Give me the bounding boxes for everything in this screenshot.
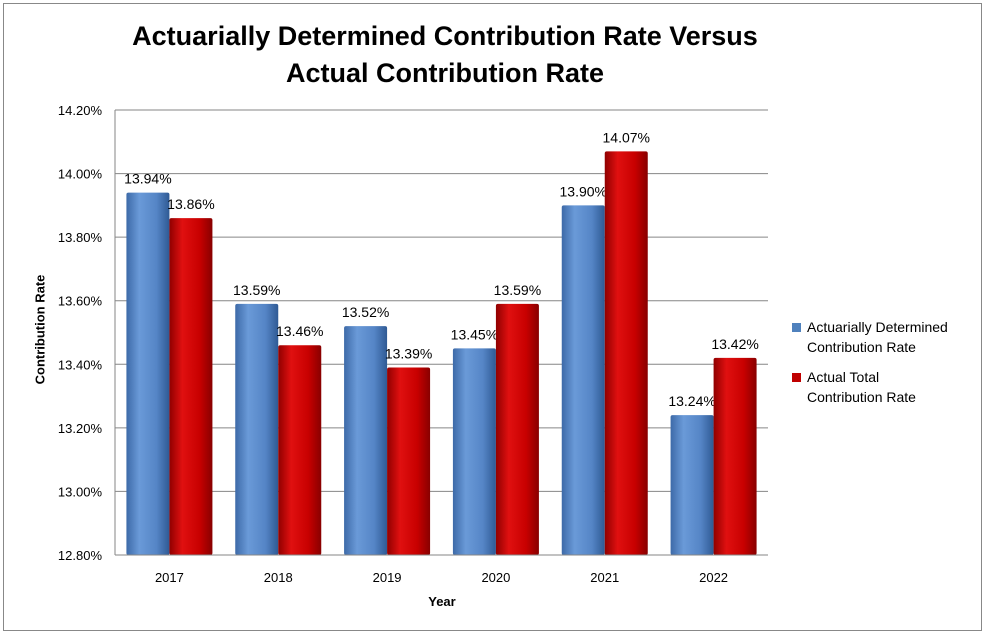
y-tick-label: 13.80% [58,230,103,245]
legend-label: Actuarially Determined [807,319,948,335]
bar-actual [278,345,322,555]
data-label: 13.24% [668,393,715,409]
data-label: 13.46% [276,323,323,339]
y-tick-label: 13.00% [58,484,103,499]
data-label: 13.94% [124,171,171,187]
x-tick-label: 2022 [699,570,728,585]
x-tick-label: 2019 [373,570,402,585]
bar-actual [713,357,757,555]
x-tick-label: 2020 [481,570,510,585]
legend-label: Contribution Rate [807,339,916,355]
bar-actuarial [235,303,279,555]
legend-swatch-red [792,373,801,382]
data-label: 13.86% [167,196,214,212]
y-tick-label: 13.60% [58,294,103,309]
chart-frame [3,3,982,631]
data-label: 13.59% [233,282,280,298]
data-label: 13.42% [711,336,758,352]
legend-label: Actual Total [807,369,880,385]
bar-actuarial [126,192,170,555]
data-label: 13.52% [342,304,389,320]
bar-actual [495,303,539,555]
bar-actual [387,367,431,555]
data-label: 13.59% [494,282,541,298]
y-tick-label: 14.20% [58,103,103,118]
x-tick-label: 2021 [590,570,619,585]
data-label: 13.39% [385,345,432,361]
data-label: 14.07% [603,129,650,145]
legend-label: Contribution Rate [807,389,916,405]
bar-actuarial [670,415,714,555]
legend-swatch-blue [792,323,801,332]
data-label: 13.90% [560,183,607,199]
x-tick-label: 2018 [264,570,293,585]
y-tick-label: 12.80% [58,548,103,563]
bar-actuarial [344,326,388,555]
x-tick-label: 2017 [155,570,184,585]
bar-actuarial [452,348,496,555]
y-tick-label: 13.20% [58,421,103,436]
y-tick-label: 14.00% [58,167,103,182]
chart-title: Actuarially Determined Contribution Rate… [132,21,758,88]
bar-actuarial [561,205,605,555]
bar-actual [604,151,648,556]
y-tick-label: 13.40% [58,357,103,372]
data-label: 13.45% [451,326,498,342]
x-axis-label: Year [428,594,456,609]
bar-actual [169,218,213,556]
